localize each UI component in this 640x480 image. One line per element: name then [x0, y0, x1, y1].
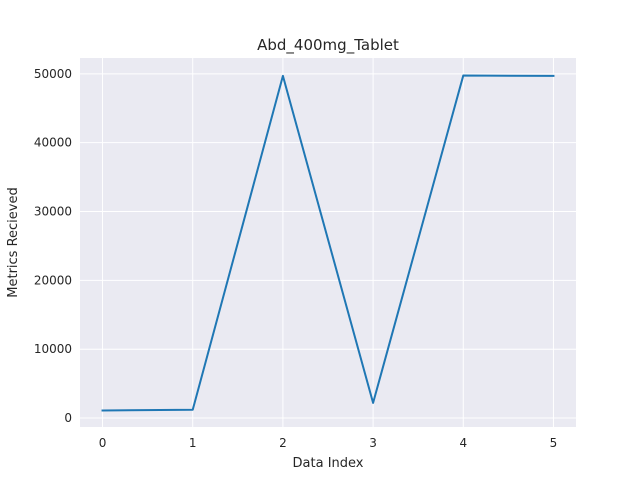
x-tick-label: 3: [369, 436, 377, 450]
series-layer: [101, 74, 555, 412]
series-line: [101, 74, 555, 412]
x-tick-label: 1: [189, 436, 197, 450]
y-tick-label: 30000: [34, 205, 72, 219]
x-axis-label: Data Index: [293, 456, 364, 471]
y-tick-label: 50000: [34, 67, 72, 81]
x-tick-label: 0: [99, 436, 107, 450]
x-tick-label: 4: [459, 436, 467, 450]
grid: [80, 58, 576, 427]
x-axis-ticks: 0 1 2 3 4 5: [99, 436, 558, 450]
y-tick-label: 20000: [34, 273, 72, 287]
y-axis-label: Metrics Recieved: [6, 187, 21, 297]
x-tick-label: 5: [550, 436, 558, 450]
chart-title: Abd_400mg_Tablet: [257, 36, 399, 55]
x-tick-label: 2: [279, 436, 287, 450]
y-tick-label: 40000: [34, 136, 72, 150]
y-tick-label: 0: [64, 411, 72, 425]
y-tick-label: 10000: [34, 342, 72, 356]
y-axis-ticks: 0 10000 20000 30000 40000 50000: [34, 67, 72, 425]
